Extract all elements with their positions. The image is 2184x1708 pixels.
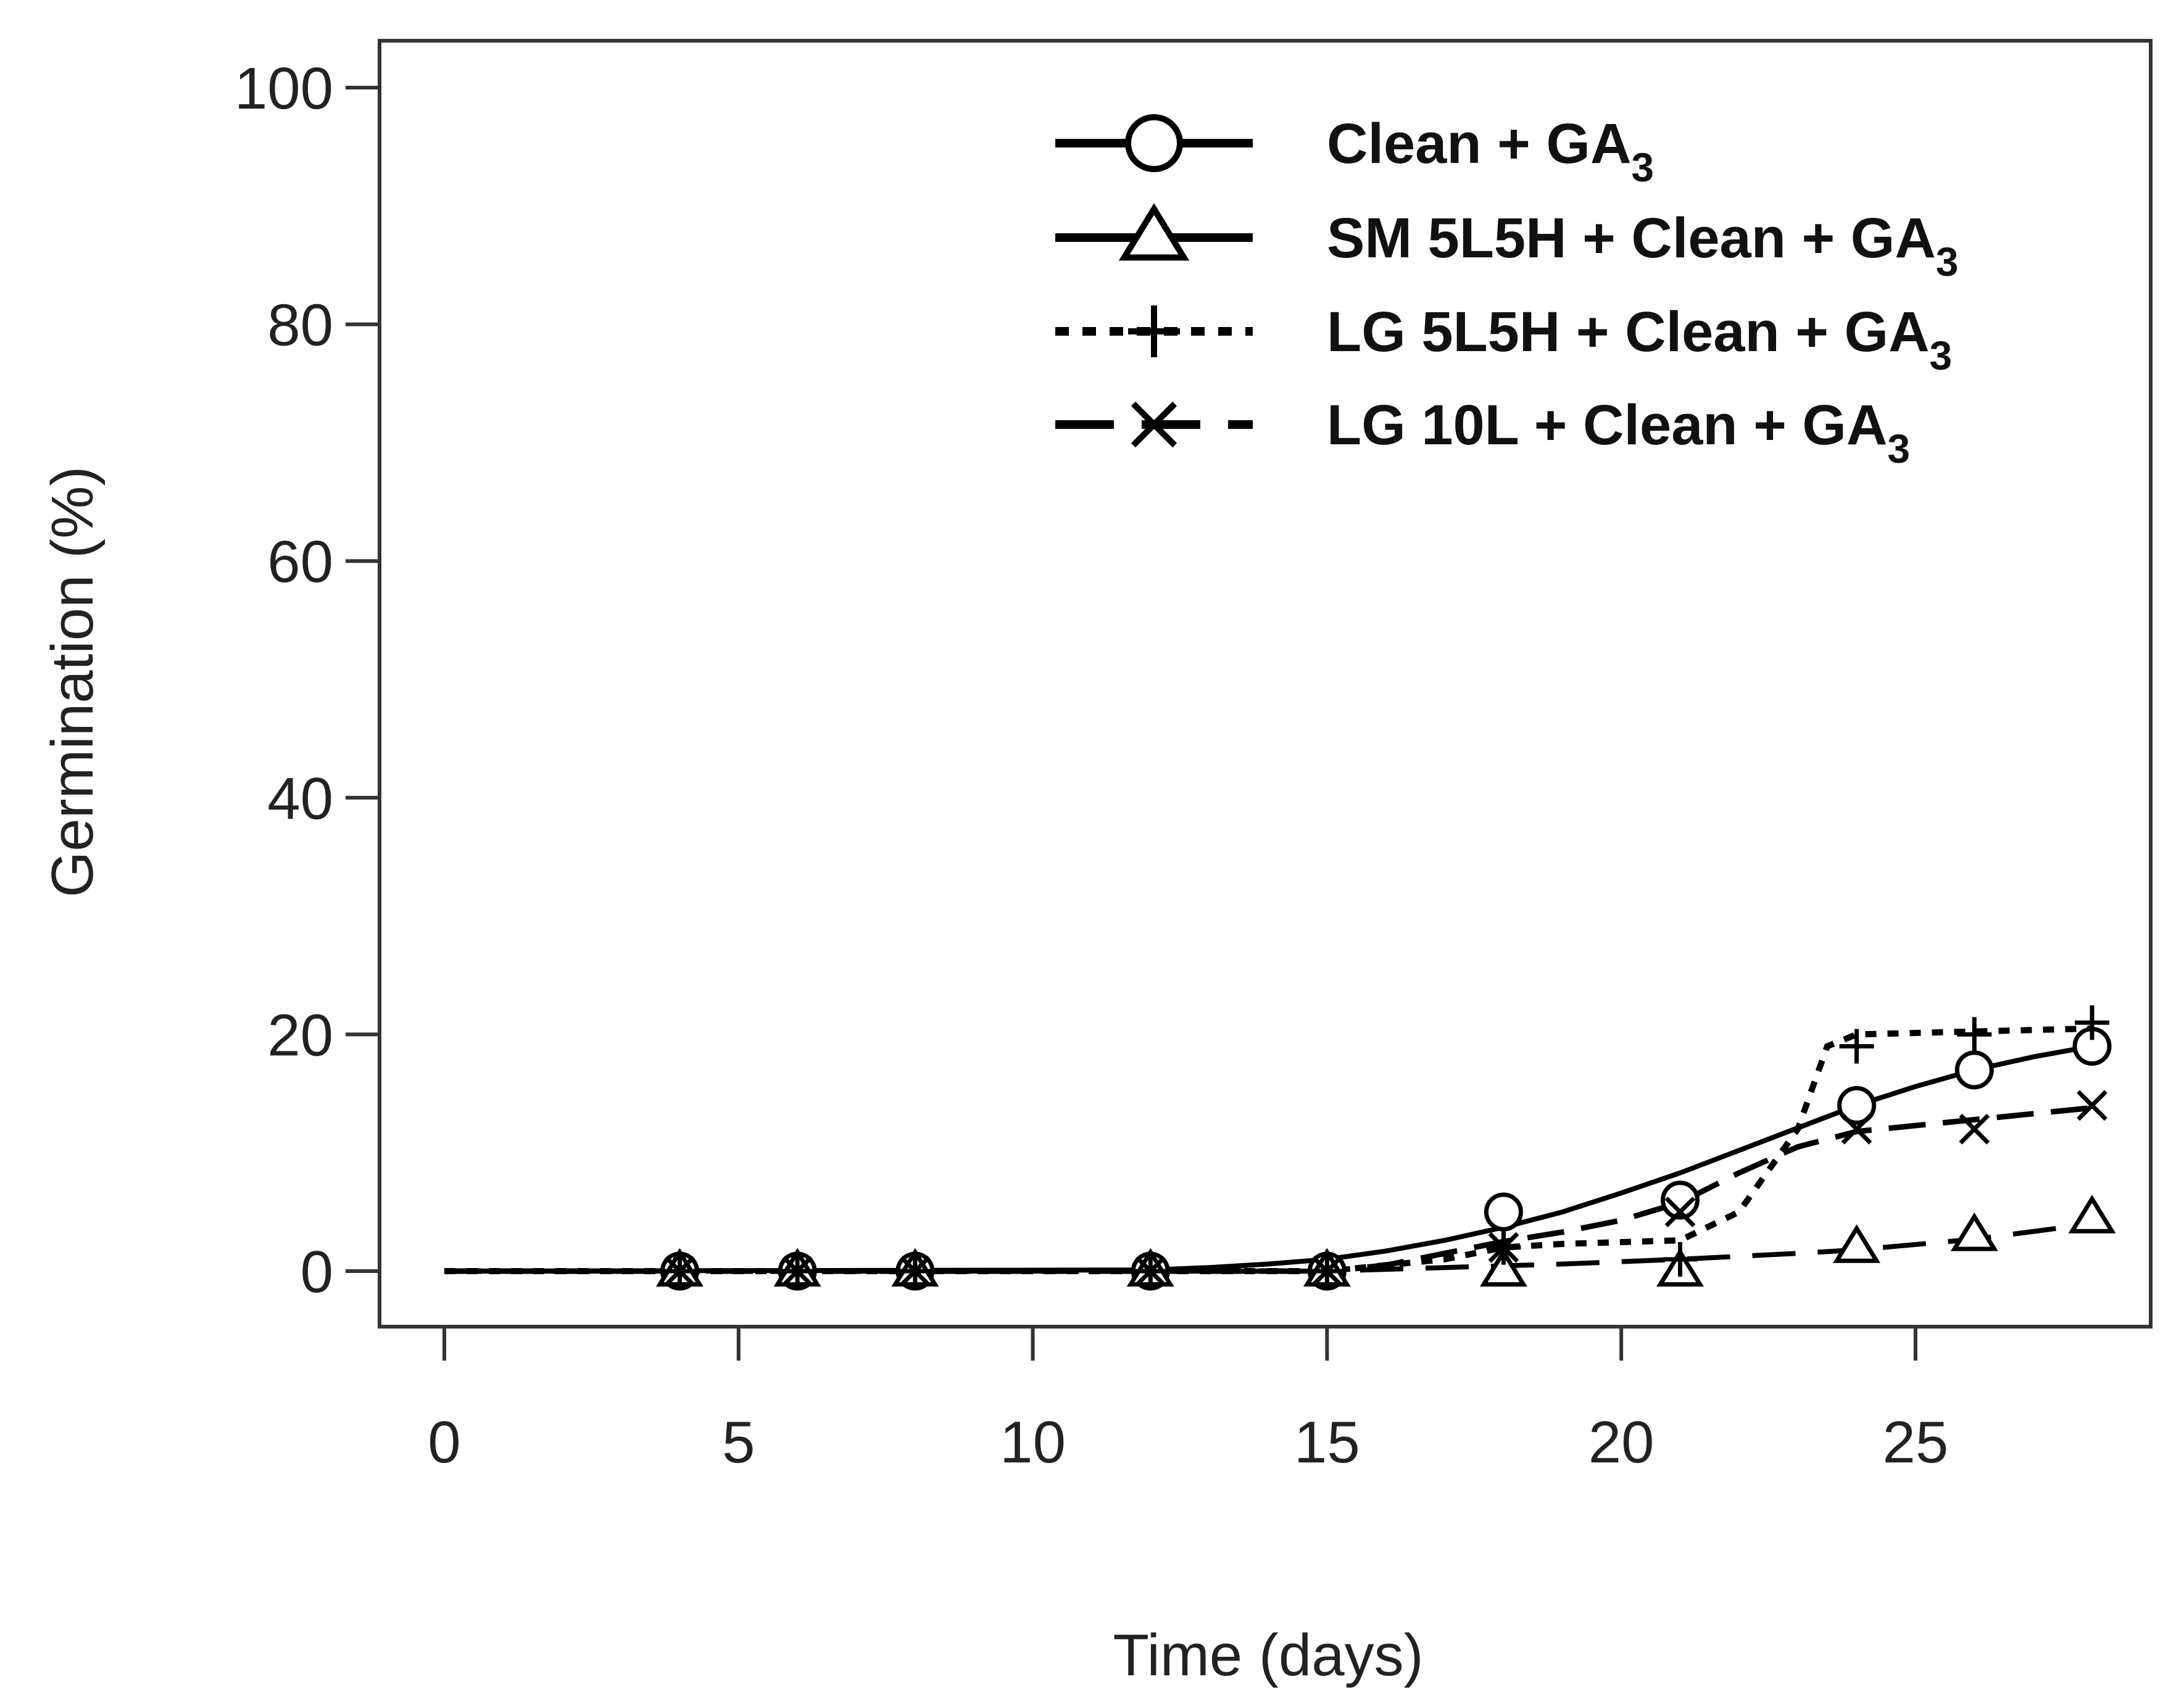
series-line-0 [444, 1043, 2093, 1274]
series-lines [444, 1025, 2093, 1274]
legend-marker-triangle [1118, 203, 1190, 261]
series-markers [655, 1005, 2116, 1291]
legend-label-subscript: 3 [1887, 426, 1910, 471]
data-point-circle [1954, 1050, 1994, 1090]
data-point-circle [1484, 1192, 1523, 1232]
data-point-triangle [1833, 1224, 1881, 1263]
data-point-circle [1837, 1085, 1877, 1125]
data-point-x [1959, 1113, 1990, 1145]
series-line-2 [444, 1025, 2093, 1274]
data-point-x [1664, 1196, 1696, 1227]
y-tick-label: 0 [301, 1239, 333, 1305]
y-tick-label: 80 [267, 292, 333, 359]
x-tick-label: 10 [1000, 1409, 1066, 1475]
x-tick-label: 20 [1588, 1409, 1655, 1475]
legend-label-text: LG 5L5H + Clean + GA [1327, 301, 1930, 363]
legend-label-1: SM 5L5H + Clean + GA3 [1327, 207, 1958, 284]
data-point-x [782, 1256, 813, 1287]
axes: 0 20 40 60 80 100 0 5 10 15 20 25 [235, 56, 1948, 1475]
data-point-triangle [1950, 1212, 1998, 1251]
x-tick-label: 25 [1883, 1409, 1949, 1475]
data-point-x [1488, 1232, 1519, 1263]
data-point-triangle [1479, 1248, 1527, 1287]
y-tick-label: 40 [267, 766, 333, 832]
y-tick-label: 60 [267, 529, 333, 595]
legend-marker-circle [1125, 114, 1183, 172]
y-tick-label: 20 [267, 1002, 333, 1068]
data-point-plus [1839, 1029, 1874, 1064]
data-point-x [1311, 1256, 1343, 1287]
data-point-x [1841, 1113, 1872, 1145]
data-point-x [1135, 1256, 1166, 1287]
legend-label-3: LG 10L + Clean + GA3 [1327, 394, 1910, 471]
legend-marker-plus [1128, 305, 1180, 357]
x-tick-label: 5 [722, 1409, 755, 1475]
legend-label-text: SM 5L5H + Clean + GA [1327, 207, 1936, 270]
data-point-circle [1661, 1180, 1700, 1220]
legend-label-subscript: 3 [1631, 144, 1654, 190]
data-point-x [899, 1256, 931, 1287]
legend-marker-x [1131, 401, 1177, 448]
y-tick-label: 100 [235, 56, 333, 122]
data-point-x [664, 1256, 695, 1287]
data-point-plus [1663, 1242, 1698, 1277]
y-axis-title: Germination (%) [39, 466, 106, 898]
legend-label-0: Clean + GA3 [1327, 112, 1654, 190]
data-point-x [2077, 1090, 2107, 1121]
x-tick-label: 0 [428, 1409, 460, 1475]
data-point-plus [2075, 1005, 2109, 1040]
legend-label-subscript: 3 [1930, 333, 1953, 378]
legend-label-text: LG 10L + Clean + GA [1327, 394, 1887, 457]
x-axis-title: Time (days) [1113, 1622, 1423, 1688]
legend-label-subscript: 3 [1936, 239, 1959, 284]
legend-label-2: LG 5L5H + Clean + GA3 [1327, 301, 1952, 378]
x-tick-label: 15 [1294, 1409, 1360, 1475]
data-point-plus [1957, 1017, 1992, 1052]
data-point-triangle [2068, 1195, 2116, 1233]
legend-label-text: Clean + GA [1327, 112, 1631, 175]
